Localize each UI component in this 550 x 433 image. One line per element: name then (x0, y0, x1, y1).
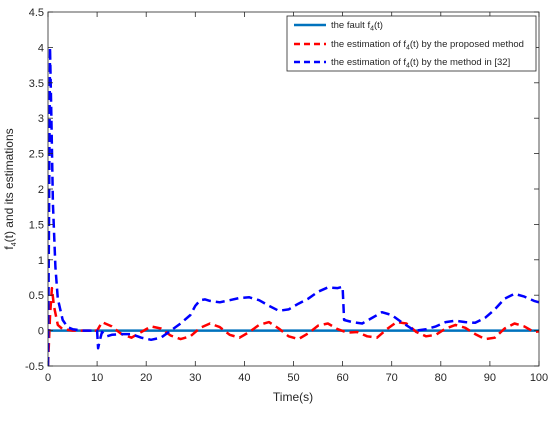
y-tick-label-3: 1 (38, 255, 44, 267)
y-tick-label-2: 0.5 (29, 290, 44, 302)
y-tick-label-5: 2 (38, 184, 44, 196)
x-tick-label-0: 0 (45, 372, 51, 384)
x-tick-label-6: 60 (336, 372, 348, 384)
x-tick-label-10: 100 (530, 372, 548, 384)
series-line-proposed (48, 286, 539, 366)
y-tick-label-0: -0.5 (25, 361, 44, 373)
legend: the fault f4(t) the estimation of f4(t) … (286, 15, 537, 72)
y-axis-label: f4(t) and its estimations (2, 128, 18, 249)
series-line-ref32 (48, 46, 539, 366)
y-tick-label-7: 3 (38, 113, 44, 125)
x-tick-label-7: 70 (386, 372, 398, 384)
y-tick-label-6: 2.5 (29, 149, 44, 161)
y-tick-label-4: 1.5 (29, 219, 44, 231)
x-tick-label-2: 20 (140, 372, 152, 384)
y-tick-label-1: 0 (38, 326, 44, 338)
legend-box (286, 15, 537, 72)
x-tick-label-5: 50 (287, 372, 299, 384)
x-tick-label-9: 90 (484, 372, 496, 384)
legend-label-ref32: the estimation of f4(t) by the method in… (331, 57, 510, 70)
x-tick-label-3: 30 (189, 372, 201, 384)
y-tick-label-10: 4.5 (29, 7, 44, 19)
x-tick-label-8: 80 (435, 372, 447, 384)
x-tick-label-1: 10 (91, 372, 103, 384)
legend-label-proposed: the estimation of f4(t) by the proposed … (331, 39, 524, 52)
legend-label-fault: the fault f4(t) (331, 20, 383, 33)
x-axis-label: Time(s) (273, 390, 313, 404)
y-tick-label-9: 4 (38, 42, 44, 54)
y-tick-label-8: 3.5 (29, 78, 44, 90)
x-tick-label-4: 40 (238, 372, 250, 384)
